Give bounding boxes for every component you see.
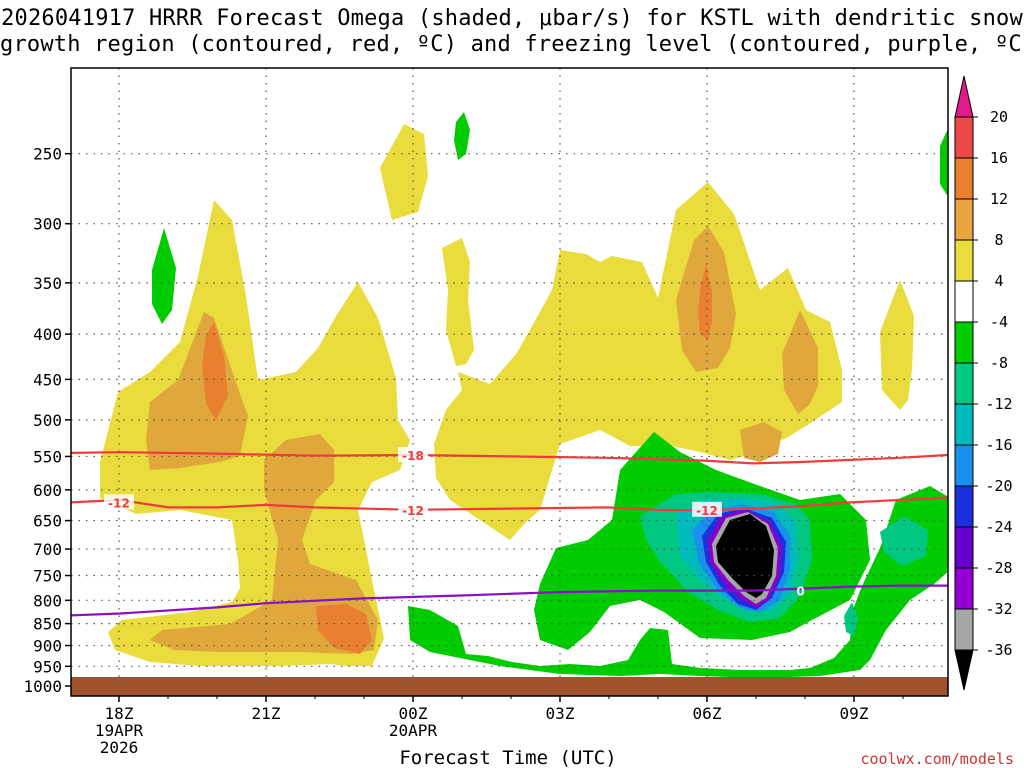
y-tick-label-750: 750 [33,567,62,586]
omega-region-green-west [152,228,176,324]
colorbar-label--24: -24 [985,518,1012,536]
y-tick-label-400: 400 [33,325,62,344]
freezing-level-line [70,584,948,617]
x-tick-label-09Z: 09Z [840,704,869,723]
colorbar-bin-4-8 [954,239,974,282]
isoline-label-0: -18 [402,449,424,463]
isoline-label-bg [692,501,722,517]
y-tick-label-900: 900 [33,637,62,656]
colorbar-label--12: -12 [985,395,1012,413]
colorbar-label--8: -8 [990,354,1008,372]
y-tick-label-500: 500 [33,411,62,430]
isoline-label-1: -12 [108,496,130,510]
y-tick-label-850: 850 [33,615,62,634]
colorbar-label--20: -20 [985,477,1012,495]
colorbar-label--4: -4 [990,313,1008,331]
colorbar-label-4: 4 [994,272,1003,290]
colorbar-label-20: 20 [990,108,1008,126]
y-tick-label-250: 250 [33,145,62,164]
colorbar-label--32: -32 [985,600,1012,618]
colorbar-bin-16-20 [954,116,974,159]
colorbar-max-triangle [954,75,974,118]
omega-region-yellow-center [442,238,474,366]
omega-region-tan-low [150,434,378,654]
colorbar-bin-12-16 [954,157,974,200]
colorbar-bin--12--8 [954,362,974,405]
omega-region-yellow-top [380,124,428,220]
y-tick-label-600: 600 [33,481,62,500]
ground-fill [71,677,948,696]
x-tick-date-18Z: 19APR [95,721,144,740]
title-line-1: 2026041917 HRRR Forecast Omega (shaded, … [1,6,1023,31]
colorbar-min-triangle [954,649,974,691]
isoline-label-4: 0 [796,585,804,599]
colorbar-bin--8--4 [954,321,974,364]
colorbar-label--16: -16 [985,436,1012,454]
x-tick-year-18Z: 2026 [100,738,139,757]
isolines: -18 -12 -12 -12 0 [70,447,949,617]
colorbar-bin--28--24 [954,526,974,569]
plot-frame [70,67,949,697]
x-tick-label-21Z: 21Z [252,704,281,723]
x-tick-label-18Z: 18Z [105,704,134,723]
colorbar-bin--24--20 [954,485,974,528]
colorbar-bin--4-4 [954,280,974,323]
y-tick-label-950: 950 [33,657,62,676]
isoline-label-bg [398,501,428,517]
omega-region-black-core [716,514,774,598]
y-tick-label-550: 550 [33,447,62,466]
y-tick-label-700: 700 [33,540,62,559]
omega-region-teal-small [844,602,858,636]
x-tick-label-00Z: 00Z [399,704,428,723]
omega-region-orange-west [202,322,228,420]
y-tick-label-300: 300 [33,215,62,234]
y-tick-label-450: 450 [33,370,62,389]
isotherm-minus-18 [70,451,949,465]
y-tick-label-650: 650 [33,512,62,531]
x-tick-label-06Z: 06Z [693,704,722,723]
y-tick-label-350: 350 [33,274,62,293]
isoline-label-bg [104,494,134,510]
isotherm-minus-12 [70,496,949,512]
isoline-label-3: -12 [696,504,718,518]
omega-region-yellow-east [880,280,914,410]
omega-region-tan-small [740,422,782,462]
colorbar-bin-8-12 [954,198,974,241]
colorbar-bin--36--32 [954,608,974,651]
colorbar-bin--20--16 [954,444,974,487]
colorbar-bin--32--28 [954,567,974,610]
y-tick-label-1000: 1000 [23,677,62,696]
omega-region-teal-east [880,516,928,566]
x-tick-date-00Z: 20APR [389,721,438,740]
omega-region-tan-east [782,310,818,414]
omega-region-yellow-west [100,200,410,666]
omega-region-orange-low [316,604,372,654]
title-line-2: growth region (contoured, red, ºC) and f… [0,32,1024,57]
colorbar: 20 16 12 8 4 -4 -8 -12 -16 -20 -24 -28 -32 -36 [954,75,1013,691]
omega-region-yellow-mid [434,182,842,540]
chart-title: 2026041917 HRRR Forecast Omega (shaded, … [0,6,1024,58]
isoline-label-2: -12 [402,504,424,518]
colorbar-label--28: -28 [985,559,1012,577]
colorbar-label-12: 12 [990,190,1008,208]
x-axis-label: Forecast Time (UTC) [399,747,616,768]
x-tick-label-03Z: 03Z [546,704,575,723]
omega-region-green-right-edge [940,128,948,197]
y-tick-label-800: 800 [33,591,62,610]
colorbar-label-8: 8 [994,231,1003,249]
colorbar-label--36: -36 [985,641,1012,659]
colorbar-bin--16--12 [954,403,974,446]
colorbar-label-16: 16 [990,149,1008,167]
credit-text: coolwx.com/models [860,750,1014,768]
omega-region-green-top [454,112,470,160]
isoline-label-bg [398,447,428,463]
y-axis: 250 300 350 400 450 500 550 600 650 700 750 800 850 9… [23,145,71,696]
